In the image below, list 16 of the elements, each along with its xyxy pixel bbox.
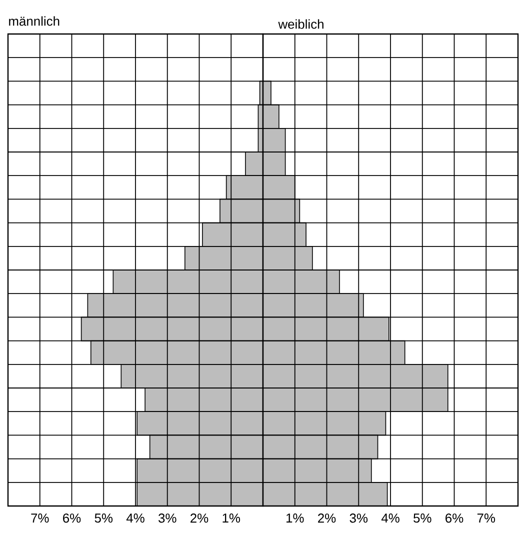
x-tick-label: 1% (222, 514, 240, 523)
x-tick-label: 4% (381, 514, 400, 523)
x-tick-label: 4% (126, 514, 144, 523)
x-tick-label: 7% (31, 514, 49, 523)
chart-title: männlich (9, 16, 60, 26)
x-tick-label: 6% (446, 514, 464, 523)
x-tick-label: 3% (158, 514, 176, 523)
x-tick-label: 1% (286, 514, 304, 523)
x-tick-label: 2% (318, 514, 336, 523)
x-tick-label: 6% (63, 514, 81, 523)
chart-title: weiblich (278, 19, 324, 29)
x-tick-label: 5% (414, 514, 432, 523)
x-tick-label: 5% (94, 514, 113, 523)
x-tick-label: 3% (350, 514, 368, 523)
x-tick-label: 2% (190, 514, 208, 523)
x-tick-label: 7% (477, 514, 496, 523)
